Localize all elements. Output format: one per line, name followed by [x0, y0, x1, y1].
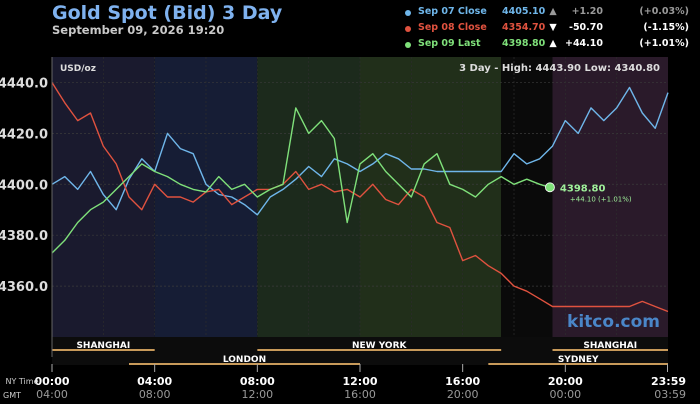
- session-band: [360, 57, 502, 337]
- unit-label: USD/oz: [60, 64, 96, 74]
- y-tick-label: 4400.0: [0, 178, 48, 193]
- legend-label: Sep 09 Last: [418, 38, 481, 49]
- y-tick-label: 4440.0: [0, 76, 48, 91]
- x-tick-label-ny: 12:00: [342, 375, 377, 388]
- x-tick-label-gmt: 04:00: [36, 388, 68, 401]
- legend-change: +1.20: [571, 6, 603, 17]
- x-tick-label-gmt: 20:00: [447, 388, 479, 401]
- last-price-dot: [545, 182, 555, 193]
- last-price-marker: 4398.80+44.10 (+1.01%): [545, 182, 632, 203]
- kitco-watermark: kitco.com: [567, 312, 660, 332]
- legend-arrow: ▲: [549, 6, 557, 17]
- x-tick-label-ny: 04:00: [137, 375, 172, 388]
- x-tick-label-gmt: 12:00: [241, 388, 273, 401]
- legend-value: 4398.80: [502, 38, 546, 49]
- ny-time-label: NY Time: [6, 377, 39, 386]
- x-tick-label-ny: 08:00: [240, 375, 275, 388]
- legend-dot: [405, 10, 411, 16]
- session-band: [552, 57, 668, 337]
- legend-value: 4354.70: [502, 22, 546, 33]
- series-line: [51, 107, 551, 254]
- legend-percent: (+1.01%): [639, 38, 689, 49]
- series-line: [51, 82, 669, 313]
- chart-date: September 09, 2026 19:20: [52, 23, 225, 37]
- x-tick-label-ny: 00:00: [34, 375, 69, 388]
- y-tick-label: 4380.0: [0, 229, 48, 244]
- last-price-label: 4398.80: [560, 183, 606, 194]
- legend-arrow: ▲: [549, 38, 557, 49]
- x-tick-label-gmt: 03:59: [654, 388, 686, 401]
- x-tick-label-gmt: 08:00: [139, 388, 171, 401]
- legend-change: +44.10: [564, 38, 603, 49]
- y-tick-label: 4360.0: [0, 280, 48, 295]
- high-low-stats: 3 Day - High: 4443.90 Low: 4340.80: [459, 63, 660, 74]
- legend-value: 4405.10: [502, 6, 546, 17]
- last-price-change: +44.10 (+1.01%): [570, 195, 632, 203]
- session-label: NEW YORK: [352, 341, 408, 351]
- legend-dot: [405, 26, 411, 32]
- x-tick-label-gmt: 16:00: [344, 388, 376, 401]
- price-series: [51, 82, 669, 313]
- grid-lines: [52, 57, 668, 337]
- legend-dot: [405, 42, 411, 48]
- legend-percent: (+0.03%): [639, 6, 689, 17]
- session-label: LONDON: [223, 355, 266, 365]
- axes: 4440.04420.04400.04380.04360.000:0004:00…: [0, 57, 686, 401]
- x-tick-label-ny: 23:59: [651, 375, 686, 388]
- legend-change: -50.70: [569, 22, 603, 33]
- y-tick-label: 4420.0: [0, 127, 48, 142]
- session-label: SYDNEY: [558, 355, 599, 365]
- gmt-label: GMT: [3, 391, 21, 400]
- x-tick-label-ny: 20:00: [548, 375, 583, 388]
- legend-label: Sep 07 Close: [418, 6, 487, 17]
- session-bars: SHANGHAI NEW YORK SHANGHAI LONDON SYDNEY: [52, 337, 668, 365]
- legend-label: Sep 08 Close: [418, 22, 487, 33]
- x-tick-label-ny: 16:00: [445, 375, 480, 388]
- x-tick-label-gmt: 00:00: [549, 388, 581, 401]
- legend-percent: (-1.15%): [643, 22, 689, 33]
- chart-title: Gold Spot (Bid) 3 Day: [52, 2, 283, 24]
- session-label: SHANGHAI: [76, 341, 130, 351]
- session-band: [501, 57, 553, 337]
- legend-arrow: ▼: [549, 22, 557, 33]
- session-label: SHANGHAI: [583, 341, 637, 351]
